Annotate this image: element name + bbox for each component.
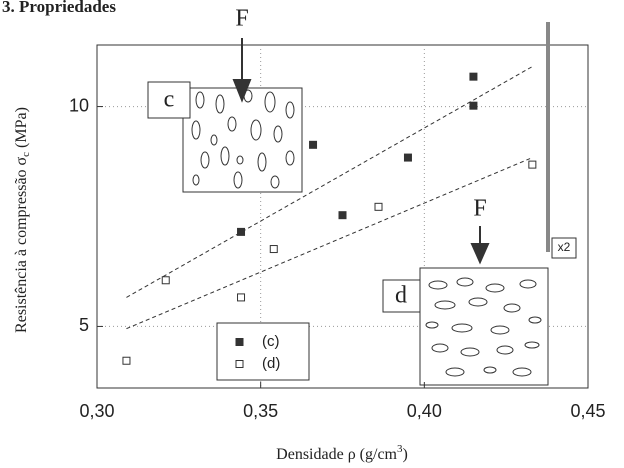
inset-c-label: c <box>164 87 175 113</box>
x-tick-label: 0,35 <box>243 401 278 421</box>
arrow <box>470 226 490 265</box>
x-tick-label: 0,45 <box>570 401 605 421</box>
arrow <box>232 38 252 103</box>
scale-bar <box>546 22 550 252</box>
y-tick-label: 10 <box>69 95 89 115</box>
header: 3. Propriedades <box>2 0 116 16</box>
inset-c <box>182 87 303 193</box>
legend-box <box>216 322 310 381</box>
legend-marker <box>235 360 244 368</box>
inset-d <box>419 267 549 386</box>
marker <box>269 245 278 254</box>
inset-d-label: d <box>395 283 407 309</box>
y-axis-label: Resistência à compressão σc (MPa) <box>13 107 32 333</box>
marker <box>237 293 246 302</box>
arrow-label: F <box>473 196 486 222</box>
legend-marker <box>235 338 244 346</box>
x-tick-label: 0,30 <box>79 401 114 421</box>
marker <box>528 160 537 169</box>
marker <box>309 140 318 149</box>
marker <box>374 202 383 211</box>
inset-d-label-box <box>382 279 421 313</box>
marker <box>469 72 478 81</box>
marker <box>469 101 478 110</box>
trend-line <box>126 66 533 298</box>
marker <box>122 356 131 365</box>
plot-frame <box>96 44 589 389</box>
trend-line <box>126 157 533 330</box>
scale-box <box>551 237 577 259</box>
x-axis-label: Densidade ρ (g/cm3) <box>276 443 408 463</box>
marker <box>161 276 170 285</box>
marker <box>403 153 412 162</box>
x-tick-label: 0,40 <box>407 401 442 421</box>
marker <box>237 227 246 236</box>
arrow-label: F <box>235 6 248 32</box>
marker <box>338 211 347 220</box>
y-tick-label: 5 <box>79 315 89 335</box>
scale-label: x2 <box>558 240 571 254</box>
legend-label: (c) <box>262 333 280 350</box>
inset-c-label-box <box>147 81 191 119</box>
legend-label: (d) <box>262 355 280 372</box>
